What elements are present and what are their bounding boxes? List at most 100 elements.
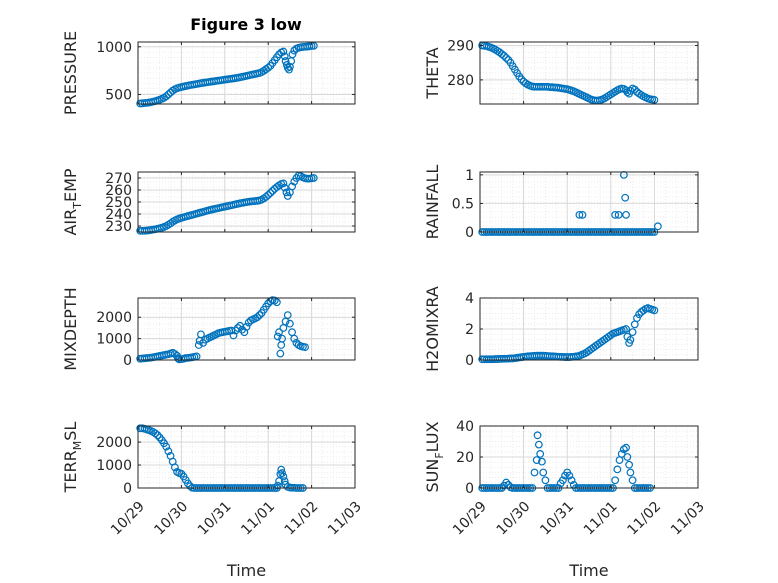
data-point [279,472,288,481]
x-axis-label: Time [226,561,266,580]
data-point [301,343,309,352]
x-tick-label: 10/29 [108,499,148,539]
data-point [622,325,630,333]
x-tick-label: 11/01 [238,499,278,539]
subplot-pressure: 500 1000 PRESSURE [61,31,356,115]
subplot-rainfall: 0 0.5 1 RAINFALL [423,165,699,241]
y-tick-label: 0 [465,225,474,241]
y-tick-label: 280 [447,73,474,89]
data-point [253,313,262,322]
data-point [288,50,297,59]
y-axis-label: TERRMSL [61,422,84,494]
data-point [286,62,294,71]
data-point [309,174,318,182]
data-point [538,457,546,466]
data-point [532,456,541,465]
y-tick-label: 0.5 [452,196,474,212]
y-tick-label: 2000 [96,310,132,326]
axes-box [479,41,699,105]
y-axis-label: SUNFLUX [423,421,446,492]
data-point [281,57,290,65]
data-point [530,468,539,477]
data-point [625,460,634,469]
data-point [270,296,279,305]
data-point [280,52,289,61]
data-point [517,75,526,84]
data-point [262,192,270,201]
data-point [622,210,630,219]
data-point [277,465,286,474]
y-tick-label: 40 [456,419,474,435]
data-point [273,332,282,341]
data-point [275,328,283,337]
data-point [614,210,623,219]
data-point [309,41,318,50]
data-point [283,311,292,320]
y-axis-label: PRESSURE [61,31,80,115]
axes-box [137,425,356,489]
data-point [611,476,620,485]
data-point [151,429,160,438]
axes-box [137,41,356,105]
data-point [170,463,179,472]
figure-title: Figure 3 low [190,15,302,34]
data-point [650,306,659,315]
x-axis-label: Time [568,561,608,580]
data-point [497,50,506,58]
data-point [279,47,288,56]
data-point [628,476,637,485]
data-point [534,440,543,449]
data-point [282,188,291,197]
data-point [502,53,511,62]
data-point [653,222,662,231]
x-tick-label: 11/01 [581,499,621,539]
data-point [626,468,635,477]
x-tick-label: 10/30 [151,499,191,539]
data-point [578,210,587,219]
data-point [565,471,574,480]
y-tick-label: 2000 [96,435,132,451]
y-tick-label: 20 [456,450,474,466]
data-point [536,450,545,458]
y-axis-label: RAINFALL [423,165,442,240]
y-tick-label: 250 [105,195,132,211]
y-tick-label: 0 [465,353,474,369]
y-tick-label: 240 [105,207,132,223]
data-point [290,334,299,343]
subplot-h2omixra: 0 2 4 H2OMIXRA [423,286,699,372]
data-point [558,476,567,485]
subplot-sun_flux: 0 20 40 10/29 10/30 10/31 11/01 11/02 11/03 Time S… [423,419,708,580]
data-point [268,186,277,195]
data-point [628,328,637,337]
y-tick-label: 500 [105,87,132,103]
x-tick-label: 10/31 [537,499,577,539]
data-point [229,331,238,340]
data-point [279,179,288,188]
x-tick-label: 10/30 [494,499,534,539]
data-point [613,465,622,474]
y-tick-label: 270 [105,171,132,187]
data-point [630,85,639,94]
subplot-theta: 280 290 THETA [423,38,699,105]
data-point [264,63,273,72]
data-point [286,319,294,328]
data-point [533,431,542,440]
data-point [502,478,511,487]
axes-box [137,297,356,361]
y-tick-label: 260 [105,183,132,199]
data-point [273,481,282,490]
y-tick-label: 230 [105,219,132,235]
data-point [164,447,173,456]
data-point [255,311,264,320]
y-tick-label: 1 [465,168,474,184]
y-tick-label: 0 [123,481,132,497]
y-tick-label: 0 [465,481,474,497]
data-point [280,183,289,192]
data-point [278,469,286,477]
data-point [567,476,576,485]
data-point [288,182,296,191]
y-axis-label: MIXDEPTH [61,287,80,370]
x-tick-label: 10/29 [450,499,490,539]
